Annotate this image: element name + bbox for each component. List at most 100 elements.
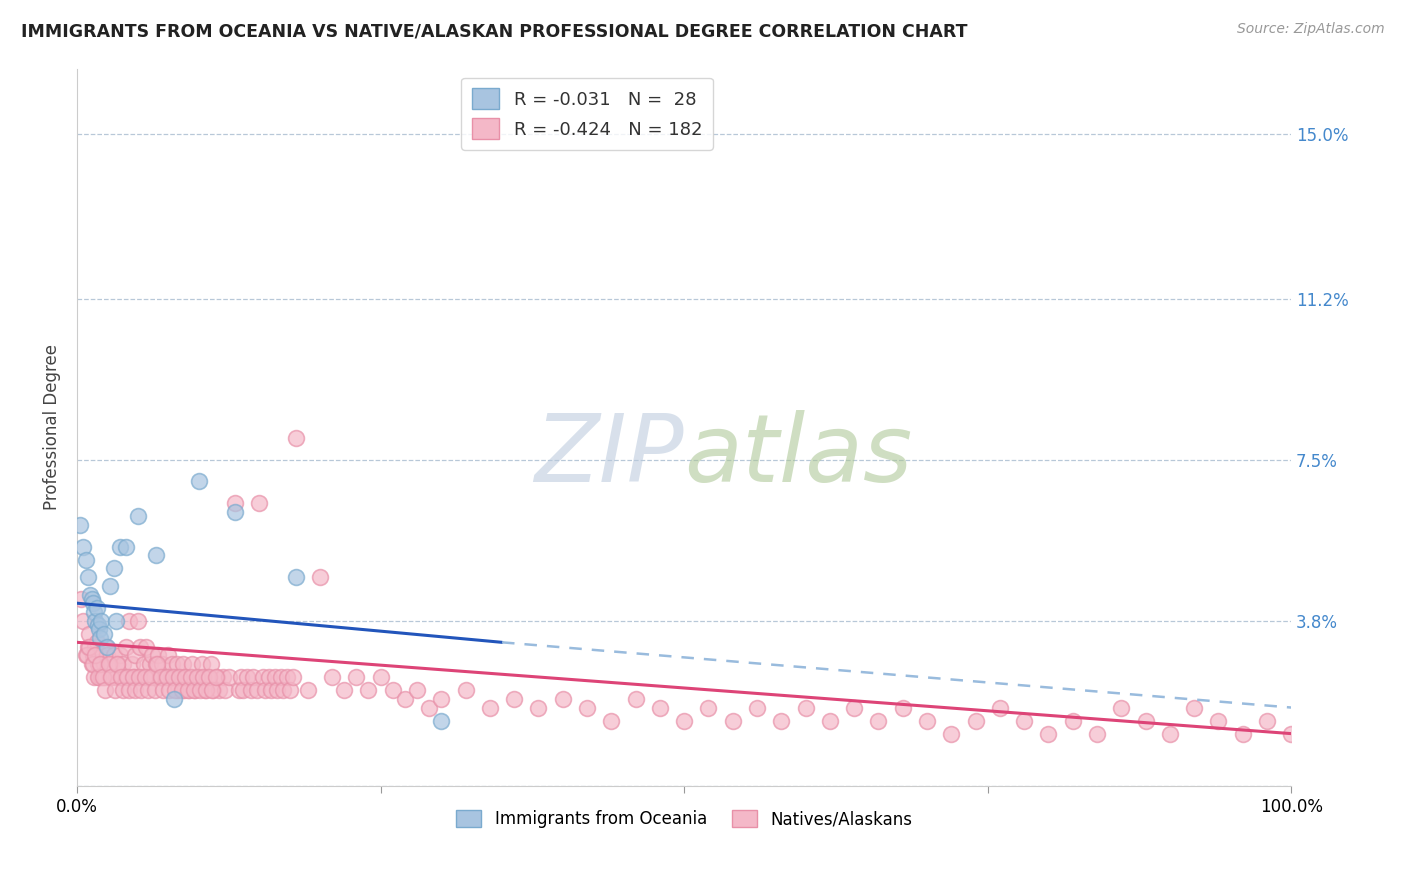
Point (229, 670, 252, 684)
Point (112, 683, 135, 698)
Point (254, 683, 277, 698)
Point (157, 648, 180, 663)
Point (167, 683, 190, 698)
Point (181, 657, 204, 671)
Point (77, 640, 100, 654)
Point (104, 683, 127, 698)
Point (105, 657, 128, 671)
Point (252, 670, 274, 684)
Point (166, 657, 188, 671)
Point (260, 683, 283, 698)
Point (124, 683, 146, 698)
Point (165, 683, 187, 698)
Point (72, 614, 94, 628)
Point (218, 670, 240, 684)
Point (112, 657, 135, 671)
Point (127, 614, 149, 628)
Point (187, 475, 209, 489)
Point (1038, 726, 1060, 740)
Point (160, 657, 183, 671)
Point (75, 553, 97, 567)
Point (84, 614, 107, 628)
Point (142, 670, 165, 684)
Point (648, 700, 671, 714)
Point (136, 670, 159, 684)
Legend: Immigrants from Oceania, Natives/Alaskans: Immigrants from Oceania, Natives/Alaskan… (450, 804, 918, 835)
Point (239, 683, 262, 698)
Point (186, 670, 208, 684)
Point (132, 657, 155, 671)
Point (276, 670, 298, 684)
Point (84, 640, 107, 654)
Point (202, 683, 225, 698)
Point (551, 691, 574, 706)
Point (87, 622, 110, 636)
Point (278, 683, 301, 698)
Point (187, 670, 209, 684)
Point (1109, 700, 1132, 714)
Point (136, 683, 159, 698)
Point (1085, 726, 1108, 740)
Point (357, 683, 380, 698)
Point (89, 648, 111, 663)
Point (114, 540, 136, 554)
Point (1135, 714, 1157, 728)
Point (82, 648, 104, 663)
Point (148, 648, 170, 663)
Point (80, 657, 103, 671)
Point (104, 614, 127, 628)
Point (478, 700, 501, 714)
Point (124, 648, 146, 663)
Point (745, 700, 768, 714)
Point (264, 670, 287, 684)
Point (1062, 714, 1084, 728)
Point (211, 670, 233, 684)
Point (104, 670, 127, 684)
Point (284, 431, 307, 445)
Point (183, 683, 205, 698)
Point (167, 670, 190, 684)
Point (891, 700, 914, 714)
Point (194, 683, 217, 698)
Point (1256, 714, 1278, 728)
Point (83, 605, 105, 619)
Text: IMMIGRANTS FROM OCEANIA VS NATIVE/ALASKAN PROFESSIONAL DEGREE CORRELATION CHART: IMMIGRANTS FROM OCEANIA VS NATIVE/ALASKA… (21, 22, 967, 40)
Point (111, 670, 134, 684)
Point (145, 657, 167, 671)
Point (195, 670, 218, 684)
Point (173, 683, 195, 698)
Point (270, 670, 292, 684)
Point (527, 700, 550, 714)
Point (188, 683, 211, 698)
Point (72, 540, 94, 554)
Point (1232, 726, 1254, 740)
Point (156, 670, 179, 684)
Point (118, 683, 141, 698)
Point (98, 670, 121, 684)
Point (134, 670, 156, 684)
Point (965, 714, 987, 728)
Point (162, 670, 184, 684)
Point (77, 570, 100, 584)
Point (818, 714, 841, 728)
Point (842, 700, 865, 714)
Point (146, 657, 169, 671)
Point (418, 700, 440, 714)
Point (82, 657, 104, 671)
Point (143, 683, 166, 698)
Point (94, 683, 117, 698)
Point (157, 683, 180, 698)
Point (430, 691, 453, 706)
Text: Source: ZipAtlas.com: Source: ZipAtlas.com (1237, 22, 1385, 37)
Point (201, 683, 224, 698)
Point (153, 670, 176, 684)
Point (97, 657, 120, 671)
Point (600, 714, 623, 728)
Point (184, 683, 207, 698)
Point (83, 670, 105, 684)
Point (69, 518, 91, 533)
Point (1279, 726, 1302, 740)
Point (90, 670, 112, 684)
Point (128, 670, 150, 684)
Point (915, 714, 938, 728)
